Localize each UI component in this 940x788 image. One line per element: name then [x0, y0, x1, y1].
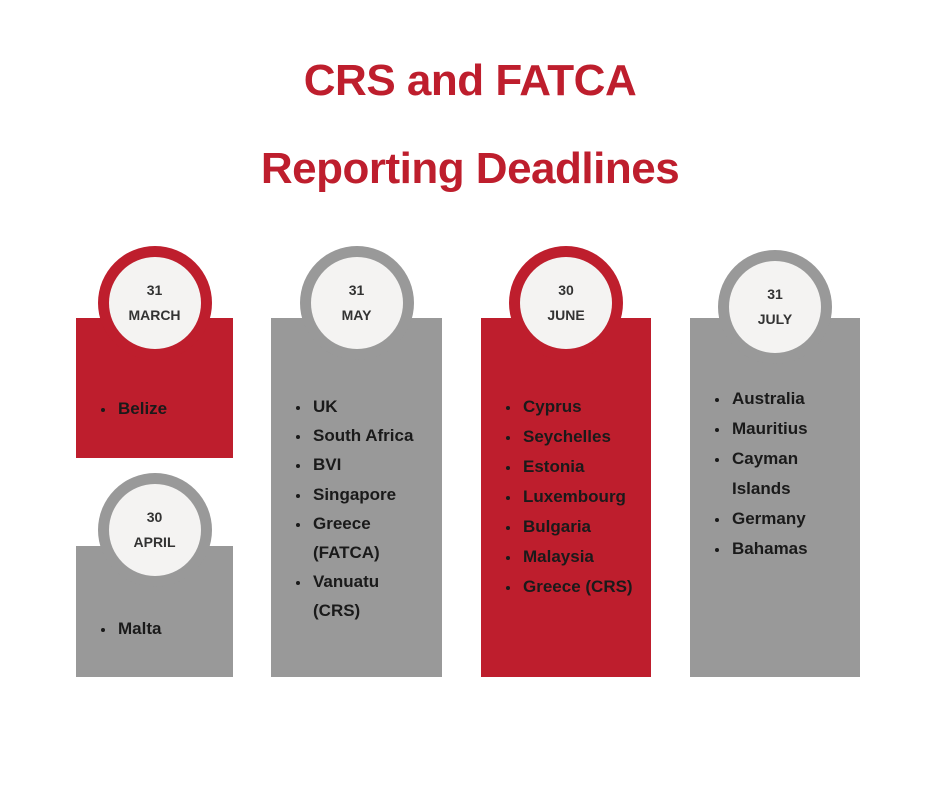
date-circle: 31 JULY	[729, 261, 821, 353]
country-list: UKSouth AfricaBVISingaporeGreece (FATCA)…	[291, 392, 429, 626]
day: 30	[146, 509, 163, 525]
country: UK	[311, 392, 429, 421]
card	[481, 318, 651, 677]
card	[271, 318, 442, 677]
date-badge: 31 MAY	[299, 246, 414, 360]
country-list: Belize	[96, 394, 246, 423]
date-circle: 30 JUNE	[520, 257, 612, 349]
country: Belize	[116, 394, 246, 423]
date-circle: 30 APRIL	[108, 484, 201, 576]
title: Reporting Deadlines	[260, 144, 680, 193]
country: Singapore	[311, 480, 429, 509]
day: 31	[146, 282, 163, 298]
country: Bulgaria	[521, 512, 651, 542]
day: 31	[767, 286, 783, 302]
country: Cyprus	[521, 392, 651, 422]
month: MAY	[341, 307, 372, 323]
country: Malaysia	[521, 542, 651, 572]
country: Mauritius	[730, 414, 835, 444]
day: 30	[558, 282, 574, 298]
month: JUNE	[547, 307, 585, 323]
country: Estonia	[521, 452, 651, 482]
month: JULY	[757, 311, 793, 327]
country: Luxembourg	[521, 482, 651, 512]
date-badge: 31 JULY	[718, 250, 832, 364]
date-circle: 31 MAY	[310, 257, 403, 349]
title: CRS and FATCA	[303, 56, 637, 105]
country: Malta	[116, 614, 246, 643]
month: APRIL	[133, 534, 176, 550]
country: Cayman Islands	[730, 444, 835, 504]
day: 31	[348, 282, 365, 298]
country: Bahamas	[730, 534, 835, 564]
country: Greece (FATCA)	[311, 509, 429, 567]
country: Vanuatu (CRS)	[311, 567, 429, 625]
country: Seychelles	[521, 422, 651, 452]
date-badge: 31 MARCH	[97, 246, 212, 360]
country: Germany	[730, 504, 835, 534]
country-list: AustraliaMauritiusCayman IslandsGermanyB…	[710, 384, 835, 564]
country: Greece (CRS)	[521, 572, 651, 602]
country-list: CyprusSeychellesEstoniaLuxembourgBulgari…	[501, 392, 651, 602]
date-badge: 30 JUNE	[509, 246, 623, 360]
country-list: Malta	[96, 614, 246, 643]
date-badge: 30 APRIL	[97, 473, 212, 587]
date-circle: 31 MARCH	[108, 257, 201, 349]
month: MARCH	[128, 307, 181, 323]
card	[690, 318, 860, 677]
country: BVI	[311, 450, 429, 479]
country: Australia	[730, 384, 835, 414]
country: South Africa	[311, 421, 429, 450]
